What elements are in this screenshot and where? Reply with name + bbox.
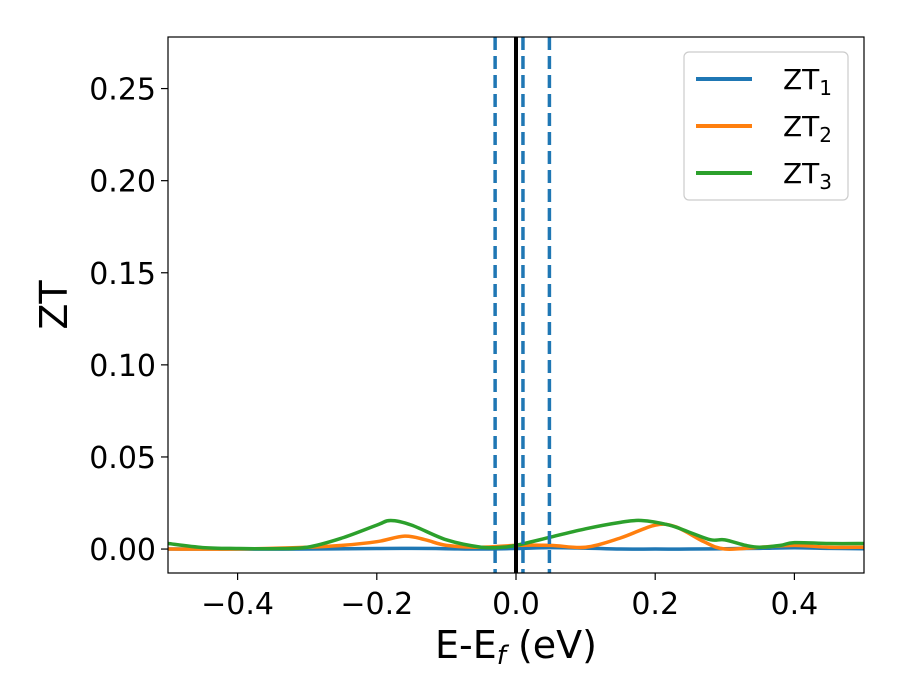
legend-label-zt2: ZT2 — [783, 110, 832, 147]
x-tick-label: 0.4 — [771, 587, 819, 622]
series-line-zt2 — [168, 522, 864, 552]
plot-area — [167, 36, 865, 574]
y-tick-label: 0.15 — [89, 257, 156, 292]
y-tick-label: 0.25 — [89, 73, 156, 108]
y-axis-label: ZT — [32, 280, 76, 330]
x-axis: −0.4 −0.2 0.0 0.2 0.4 — [201, 573, 818, 622]
legend-box — [683, 51, 849, 201]
y-tick-label: 0.05 — [89, 441, 156, 476]
x-tick-label: −0.2 — [340, 587, 413, 622]
x-tick-label: 0.2 — [631, 587, 679, 622]
x-tick-label: −0.4 — [201, 587, 274, 622]
y-axis: 0.00 0.05 0.10 0.15 0.20 0.25 — [89, 73, 168, 568]
legend-label-zt3: ZT3 — [783, 157, 832, 194]
y-tick-label: 0.10 — [89, 349, 156, 384]
x-axis-label: E-Ef (eV) — [435, 623, 597, 671]
legend: ZT1 ZT2 ZT3 — [683, 51, 849, 201]
y-tick-label: 0.00 — [89, 533, 156, 568]
x-tick-label: 0.0 — [492, 587, 540, 622]
legend-label-zt1: ZT1 — [783, 63, 832, 100]
series-group — [168, 37, 864, 573]
y-tick-label: 0.20 — [89, 165, 156, 200]
